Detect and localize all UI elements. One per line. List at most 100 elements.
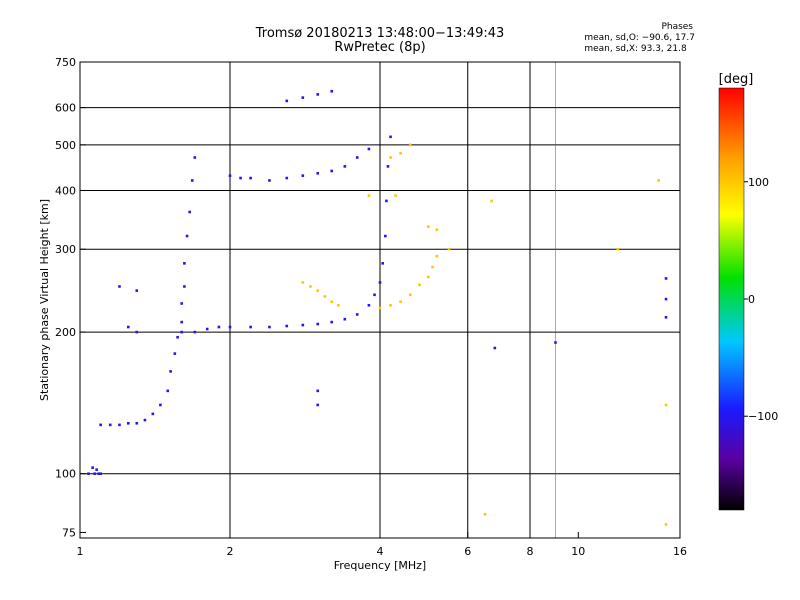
x-tick-label: 6 (464, 545, 471, 558)
y-tick-label: 750 (55, 56, 76, 69)
echo-point-o (190, 179, 194, 182)
grid-lines (80, 62, 680, 538)
echo-point-o (193, 156, 197, 159)
x-axis-label: Frequency [MHz] (334, 559, 426, 572)
echo-point-x (378, 306, 382, 310)
echo-point-x (435, 254, 439, 258)
echo-point-x (490, 199, 493, 203)
echo-point-o (135, 421, 139, 425)
echo-point-o (664, 315, 668, 319)
echo-point-o (118, 285, 121, 288)
echo-point-o (126, 325, 130, 329)
echo-point-o (316, 93, 320, 96)
colorbar-tick-label: 100 (748, 176, 769, 189)
echo-point-x (337, 303, 340, 307)
x-tick-label: 8 (527, 545, 534, 558)
echo-point-o (384, 234, 387, 238)
x-axis-ticks: 1 2 4 6 8 10 16 (77, 532, 687, 558)
echo-point-o (118, 423, 121, 427)
echo-point-o (228, 325, 232, 329)
echo-point-x (367, 194, 371, 197)
colorbar-ticks: 100 0 −100 (744, 176, 778, 423)
echo-point-o (378, 281, 382, 284)
y-tick-label: 400 (55, 184, 76, 197)
echo-point-o (99, 472, 102, 475)
echo-point-o (176, 335, 179, 339)
echo-point-x (389, 156, 392, 159)
echo-point-o (159, 403, 162, 407)
echo-point-o (355, 313, 359, 316)
echo-point-o (151, 412, 155, 416)
echo-point-o (169, 370, 172, 373)
chart-title: Tromsø 20180213 13:48:00−13:49:43 (255, 26, 505, 41)
echo-point-o (343, 165, 347, 168)
echo-point-o (228, 174, 232, 177)
echo-point-x (664, 403, 668, 407)
echo-point-o (135, 289, 139, 292)
echo-point-o (205, 327, 209, 331)
echo-point-x (399, 300, 402, 304)
y-tick-label: 200 (55, 326, 76, 339)
echo-point-x (389, 303, 392, 307)
echo-point-o (367, 147, 371, 151)
y-tick-label: 600 (55, 102, 76, 115)
echo-point-o (180, 330, 184, 334)
x-tick-label: 1 (77, 545, 84, 558)
colorbar-tick-label: 0 (748, 293, 755, 306)
echo-point-o (185, 234, 189, 238)
echo-point-o (249, 325, 252, 329)
echo-point-o (166, 389, 170, 393)
echo-point-x (330, 300, 334, 304)
echo-point-o (373, 293, 376, 297)
echo-point-o (268, 325, 271, 329)
y-tick-label: 500 (55, 139, 76, 152)
echo-point-o (285, 99, 289, 103)
echo-point-o (93, 472, 96, 475)
echo-point-o (268, 179, 271, 182)
echo-point-x (301, 281, 305, 284)
phase-stats-x: mean, sd,X: 93.3, 21.8 (584, 44, 687, 54)
x-tick-label: 16 (673, 545, 687, 558)
echo-point-o (664, 297, 668, 301)
x-tick-label: 4 (377, 545, 384, 558)
echo-point-o (316, 403, 320, 407)
echo-point-x (399, 151, 402, 155)
echo-point-o (385, 199, 388, 203)
echo-point-x (418, 283, 421, 287)
echo-point-x (431, 265, 434, 269)
echo-point-x (323, 295, 327, 298)
echo-point-o (87, 472, 90, 475)
echo-point-o (343, 317, 347, 321)
echo-point-o (355, 156, 359, 159)
x-tick-label: 10 (571, 545, 585, 558)
echo-point-o (108, 423, 112, 427)
phase-stats: Phases mean, sd,O: −90.6, 17.7 mean, sd,… (584, 22, 695, 55)
echo-point-x (664, 523, 668, 526)
echo-point-x (657, 179, 660, 182)
echo-point-o (316, 322, 320, 326)
phase-stats-heading: Phases (661, 22, 693, 32)
echo-point-o (386, 165, 390, 168)
echo-point-o (301, 96, 305, 99)
echo-point-o (301, 323, 305, 327)
echo-point-o (126, 421, 130, 425)
echo-point-o (217, 325, 221, 329)
echo-point-o (285, 324, 289, 328)
echo-point-o (389, 135, 392, 139)
echo-point-x (426, 225, 430, 228)
echo-point-o (493, 346, 497, 350)
echo-point-o (381, 262, 384, 265)
echo-point-o (249, 176, 252, 180)
echo-point-o (97, 472, 100, 475)
echo-points (87, 89, 668, 526)
echo-point-o (180, 302, 184, 305)
echo-point-o (183, 262, 186, 265)
echo-point-o (135, 330, 139, 334)
colorbar-tick-label: −100 (748, 410, 778, 423)
phase-colorbar (718, 87, 745, 511)
y-axis-label: Stationary phase Virtual Height [km] (38, 199, 51, 401)
phase-stats-o: mean, sd,O: −90.6, 17.7 (584, 33, 695, 43)
echo-point-o (183, 285, 186, 288)
y-tick-label: 75 (62, 526, 76, 539)
